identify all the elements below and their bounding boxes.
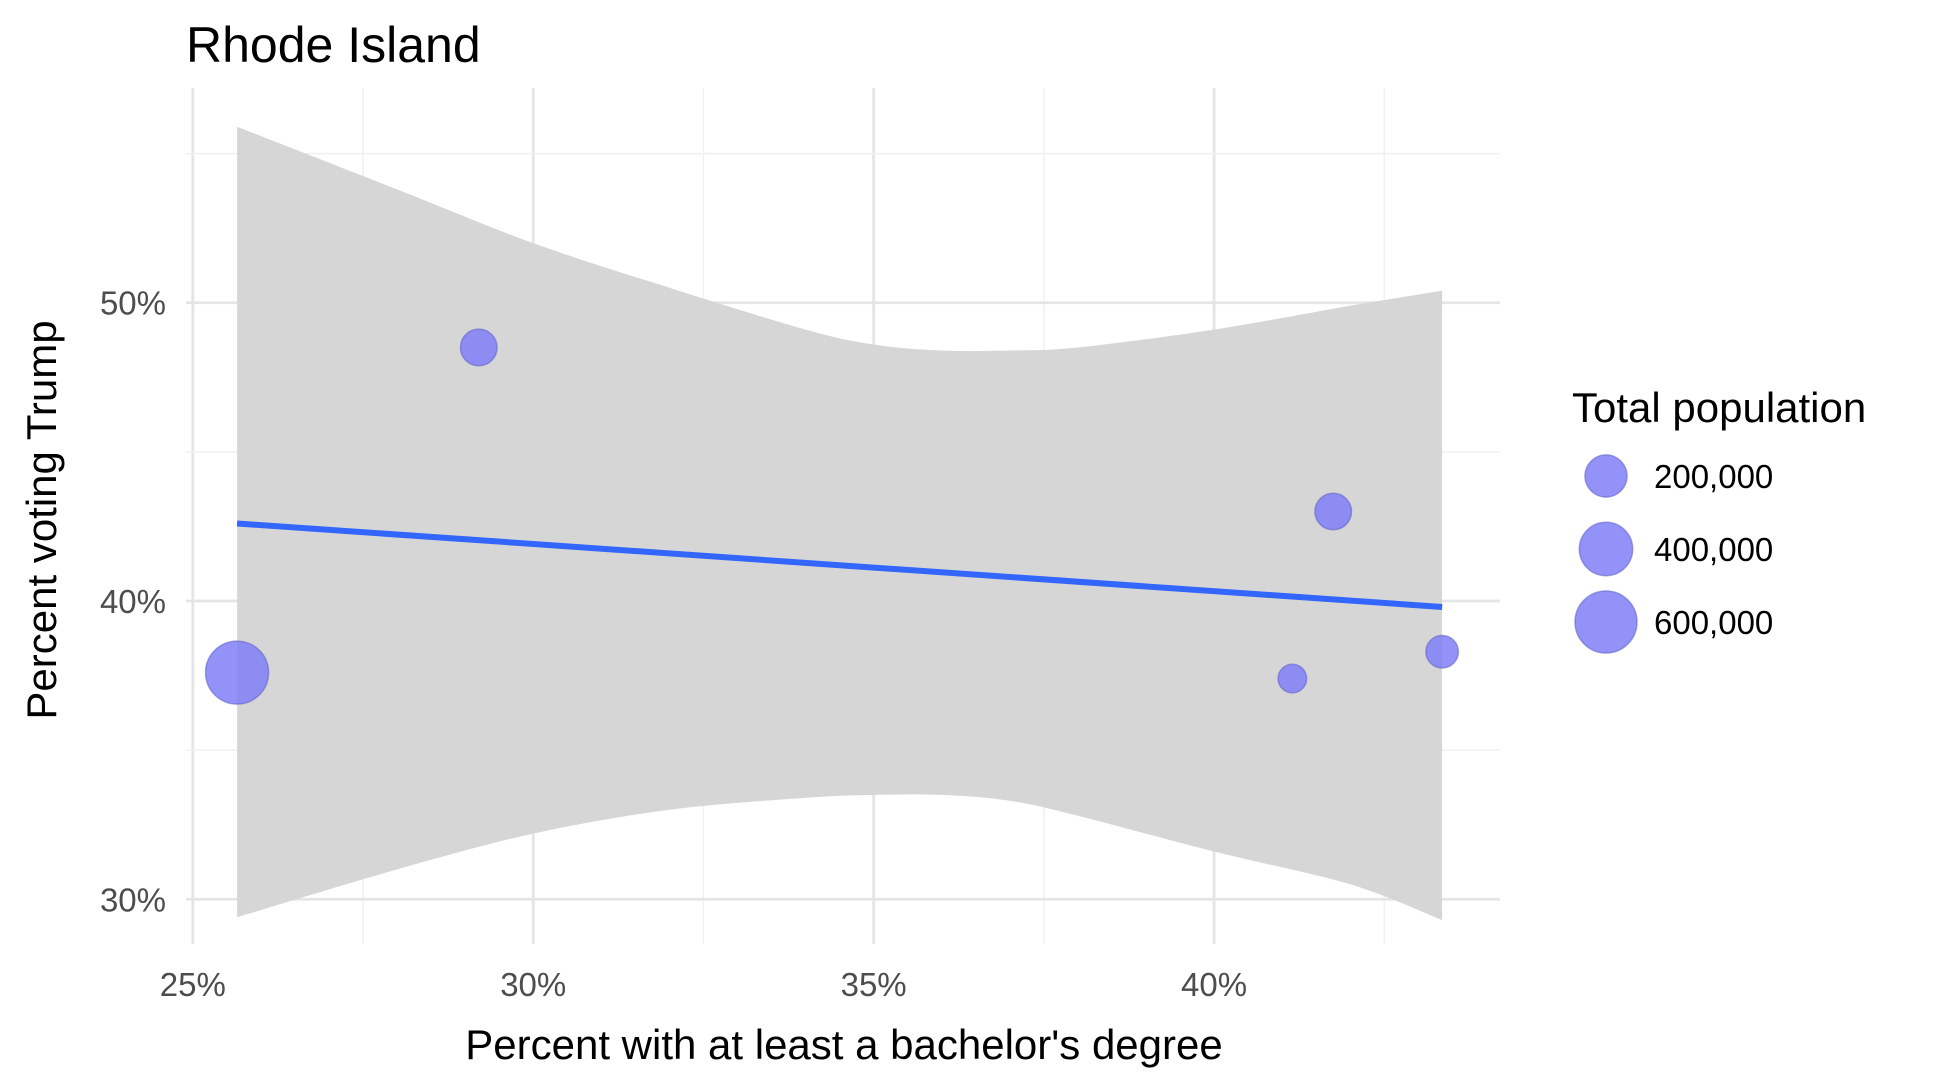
trend-line-layer xyxy=(236,520,1443,610)
y-axis-title: Percent voting Trump xyxy=(18,320,65,719)
x-tick-label: 25% xyxy=(160,966,226,1003)
legend-title: Total population xyxy=(1572,384,1866,431)
data-point xyxy=(1277,663,1308,694)
legend-label: 600,000 xyxy=(1654,604,1773,641)
legend-label: 400,000 xyxy=(1654,531,1773,568)
data-point xyxy=(1314,492,1353,531)
y-tick-label: 40% xyxy=(100,583,166,620)
legend-key xyxy=(1574,590,1638,654)
y-tick-label: 50% xyxy=(100,285,166,322)
legend-key xyxy=(1578,521,1634,577)
x-axis-title: Percent with at least a bachelor's degre… xyxy=(465,1021,1222,1068)
y-tick-labels: 30% 40% 50% xyxy=(100,285,166,919)
x-tick-label: 30% xyxy=(500,966,566,1003)
point-layer xyxy=(204,328,1460,705)
size-legend: Total population 200,000 400,000 600,000 xyxy=(1572,384,1866,654)
confidence-band-layer xyxy=(237,126,1443,921)
trend-line xyxy=(236,520,1443,610)
x-tick-labels: 25% 30% 35% 40% xyxy=(160,966,1247,1003)
x-tick-label: 40% xyxy=(1181,966,1247,1003)
legend-label: 200,000 xyxy=(1654,458,1773,495)
data-point xyxy=(1425,634,1460,669)
y-tick-label: 30% xyxy=(100,881,166,918)
legend-key xyxy=(1584,454,1628,498)
x-tick-label: 35% xyxy=(841,966,907,1003)
chart-title: Rhode Island xyxy=(186,17,481,73)
data-point xyxy=(204,640,270,705)
confidence-band xyxy=(237,126,1443,921)
data-point xyxy=(459,328,498,367)
